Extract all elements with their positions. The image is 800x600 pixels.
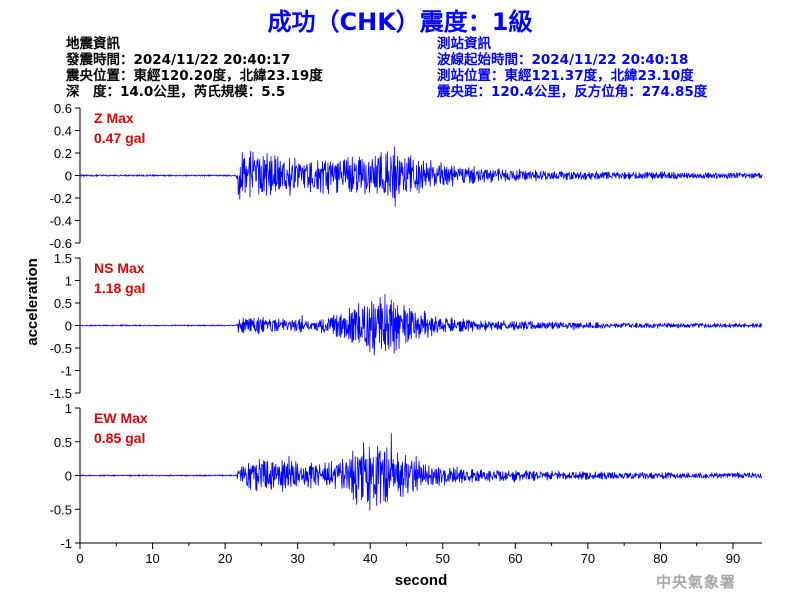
epicenter-location: 震央位置：東經120.20度，北緯23.19度 (66, 68, 323, 84)
y-tick-label: -1 (60, 536, 72, 551)
y-tick-label: -1.5 (50, 386, 72, 401)
y-axis-label: acceleration (24, 258, 41, 346)
y-tick-label: 0 (65, 319, 72, 334)
y-tick-label: 1 (65, 274, 72, 289)
waveform-trace-ew (79, 433, 763, 511)
max-value-ns: 1.18 gal (94, 280, 145, 296)
waveform-trace-ns (79, 294, 763, 356)
x-tick-label: 70 (581, 551, 595, 566)
max-label-ew: EW Max (94, 410, 148, 426)
station-info-heading: 測站資訊 (437, 36, 491, 52)
origin-time: 發震時間：2024/11/22 20:40:17 (66, 52, 291, 68)
y-tick-label: -0.6 (50, 236, 72, 251)
x-tick-label: 80 (653, 551, 667, 566)
max-label-z: Z Max (94, 110, 134, 126)
x-tick-label: 10 (145, 551, 159, 566)
max-value-z: 0.47 gal (94, 130, 145, 146)
x-tick-label: 20 (218, 551, 232, 566)
x-tick-label: 30 (290, 551, 304, 566)
y-tick-label: -0.5 (50, 341, 72, 356)
agency-watermark: 中央氣象署 (656, 573, 737, 591)
y-tick-label: 0.6 (54, 101, 72, 116)
page-title: 成功（CHK）震度：1級 (267, 8, 533, 36)
y-tick-label: 1 (65, 401, 72, 416)
epicentral-distance: 震央距：120.4公里，反方位角：274.85度 (437, 84, 708, 100)
depth-magnitude: 深 度：14.0公里，芮氏規模：5.5 (66, 84, 286, 100)
x-tick-label: 90 (726, 551, 740, 566)
x-tick-label: 0 (76, 551, 83, 566)
max-value-ew: 0.85 gal (94, 430, 145, 446)
x-tick-label: 60 (508, 551, 522, 566)
waveform-start-time: 波線起始時間：2024/11/22 20:40:18 (437, 52, 689, 68)
y-tick-label: 0.5 (54, 435, 72, 450)
event-info: 地震資訊 發震時間：2024/11/22 20:40:17 震央位置：東經120… (66, 36, 323, 100)
x-tick-label: 40 (363, 551, 377, 566)
y-tick-label: -0.5 (50, 502, 72, 517)
y-tick-label: 0.4 (54, 124, 72, 139)
y-tick-label: -0.2 (50, 191, 72, 206)
y-tick-label: 0.2 (54, 146, 72, 161)
station-location: 測站位置：東經121.37度，北緯23.10度 (437, 68, 694, 84)
event-info-heading: 地震資訊 (66, 36, 120, 52)
x-axis-label: second (395, 572, 448, 589)
x-tick-label: 50 (436, 551, 450, 566)
waveform-trace-z (79, 146, 763, 207)
y-tick-label: 0 (65, 469, 72, 484)
y-tick-label: -1 (60, 364, 72, 379)
y-tick-label: 0 (65, 169, 72, 184)
y-tick-label: 1.5 (54, 251, 72, 266)
y-tick-label: 0.5 (54, 296, 72, 311)
y-tick-label: -0.4 (50, 214, 72, 229)
max-label-ns: NS Max (94, 260, 145, 276)
station-info: 測站資訊 波線起始時間：2024/11/22 20:40:18 測站位置：東經1… (437, 36, 707, 100)
